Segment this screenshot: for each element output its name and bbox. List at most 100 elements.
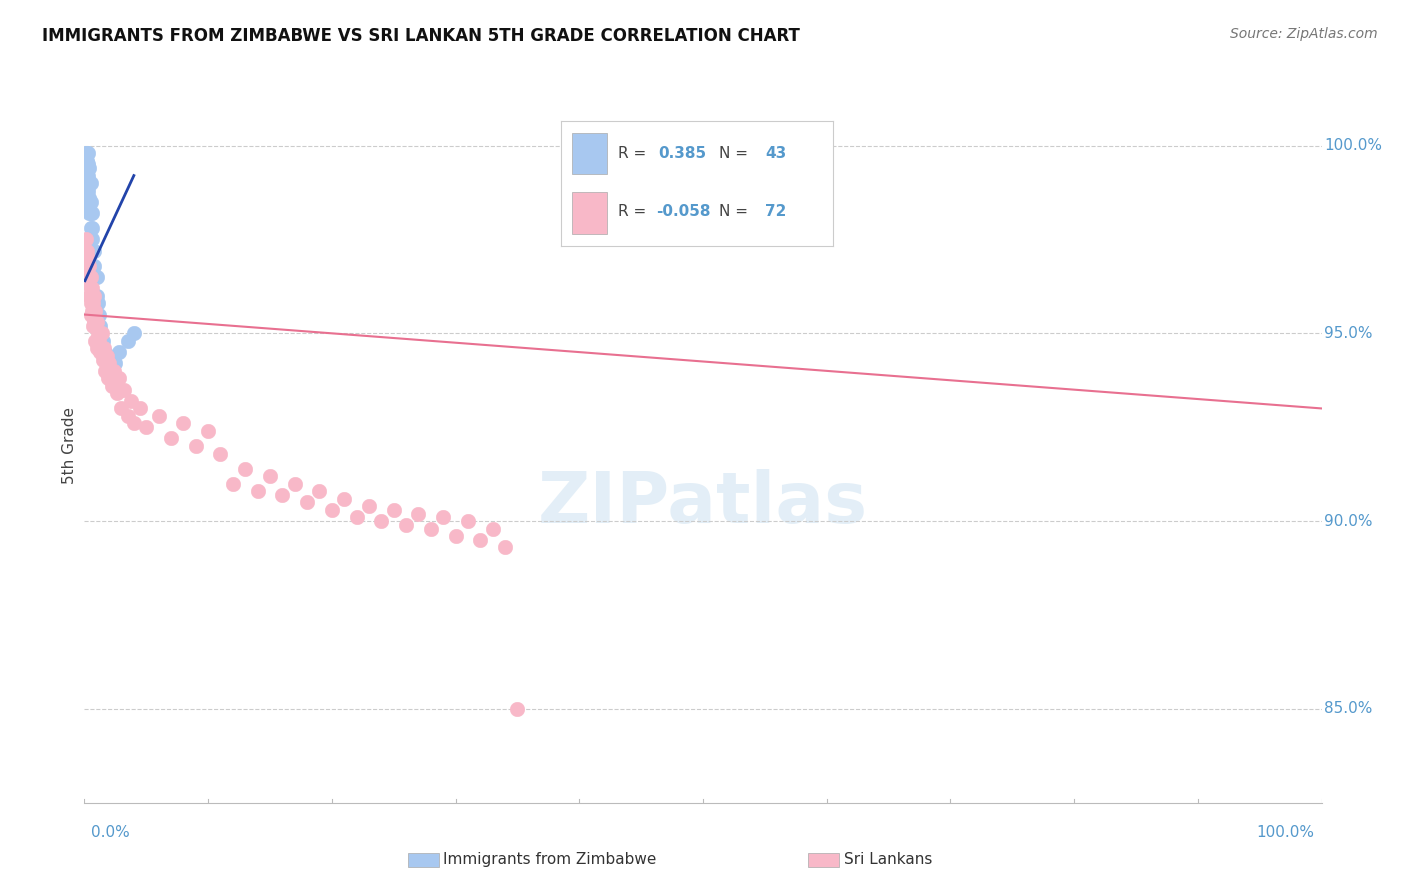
Point [97, 371, 120, 385]
Point [83, 244, 105, 258]
Point [295, 495, 318, 509]
Point [172, 417, 194, 431]
Point [77, 184, 100, 198]
Point [494, 541, 516, 555]
Text: Sri Lankans: Sri Lankans [844, 853, 932, 867]
Point [346, 510, 368, 524]
Point [79, 206, 101, 220]
Text: Source: ZipAtlas.com: Source: ZipAtlas.com [1230, 27, 1378, 41]
Point [308, 484, 330, 499]
Point [84, 334, 107, 348]
Point [79, 161, 101, 175]
Point [89, 318, 111, 333]
Point [82, 244, 104, 258]
Point [112, 383, 135, 397]
Y-axis label: 5th Grade: 5th Grade [62, 408, 77, 484]
Text: 0.0%: 0.0% [91, 825, 131, 840]
Point [79, 194, 101, 209]
Point [80, 281, 103, 295]
Point [122, 417, 145, 431]
Point [79, 270, 101, 285]
Point [75, 232, 97, 246]
Point [117, 334, 139, 348]
Point [86, 289, 108, 303]
Point [76, 244, 98, 258]
Point [470, 533, 492, 547]
Point [79, 259, 101, 273]
Point [79, 308, 101, 322]
Point [77, 146, 100, 161]
Point [104, 356, 127, 370]
Point [184, 439, 207, 453]
Point [100, 379, 122, 393]
Point [89, 345, 111, 359]
Point [87, 296, 110, 310]
Point [246, 484, 269, 499]
Point [79, 176, 101, 190]
Point [79, 206, 101, 220]
Point [75, 146, 97, 161]
Point [100, 364, 122, 378]
Point [80, 232, 103, 246]
Text: 95.0%: 95.0% [1324, 326, 1372, 341]
Point [86, 270, 108, 285]
Point [86, 342, 108, 356]
Point [84, 270, 107, 285]
Point [79, 277, 101, 292]
Point [87, 326, 110, 341]
Point [419, 522, 441, 536]
Point [370, 514, 392, 528]
Point [89, 308, 111, 322]
Point [79, 221, 101, 235]
Point [76, 161, 98, 175]
Point [86, 315, 108, 329]
Point [120, 393, 142, 408]
Point [96, 349, 118, 363]
Point [457, 514, 479, 528]
Text: 100.0%: 100.0% [1324, 138, 1382, 153]
Point [209, 446, 232, 460]
Point [148, 409, 170, 423]
Text: ZIPatlas: ZIPatlas [538, 468, 868, 538]
Bar [808, 853, 839, 867]
Point [382, 503, 405, 517]
Point [333, 491, 356, 506]
Bar [408, 853, 439, 867]
Point [93, 342, 115, 356]
Point [506, 702, 529, 716]
Point [284, 476, 307, 491]
Point [160, 432, 183, 446]
Point [91, 334, 114, 348]
Point [77, 157, 100, 171]
Point [75, 157, 97, 171]
Point [89, 334, 111, 348]
Point [395, 517, 418, 532]
Point [108, 371, 131, 385]
Point [80, 303, 103, 318]
Point [259, 469, 281, 483]
Point [83, 289, 105, 303]
Point [79, 289, 101, 303]
Point [197, 424, 219, 438]
Point [271, 488, 294, 502]
Point [108, 345, 131, 359]
Point [98, 356, 121, 370]
Point [91, 352, 114, 367]
Point [84, 303, 107, 318]
Point [79, 191, 101, 205]
Point [76, 259, 98, 273]
Point [110, 401, 132, 416]
Point [79, 199, 101, 213]
Point [76, 169, 98, 183]
Point [76, 153, 98, 168]
Point [82, 296, 104, 310]
Text: 90.0%: 90.0% [1324, 514, 1372, 529]
Point [122, 326, 145, 341]
Point [432, 510, 454, 524]
Point [117, 409, 139, 423]
Point [222, 476, 245, 491]
Point [83, 315, 105, 329]
Text: Immigrants from Zimbabwe: Immigrants from Zimbabwe [443, 853, 657, 867]
Point [408, 507, 430, 521]
Point [233, 461, 256, 475]
